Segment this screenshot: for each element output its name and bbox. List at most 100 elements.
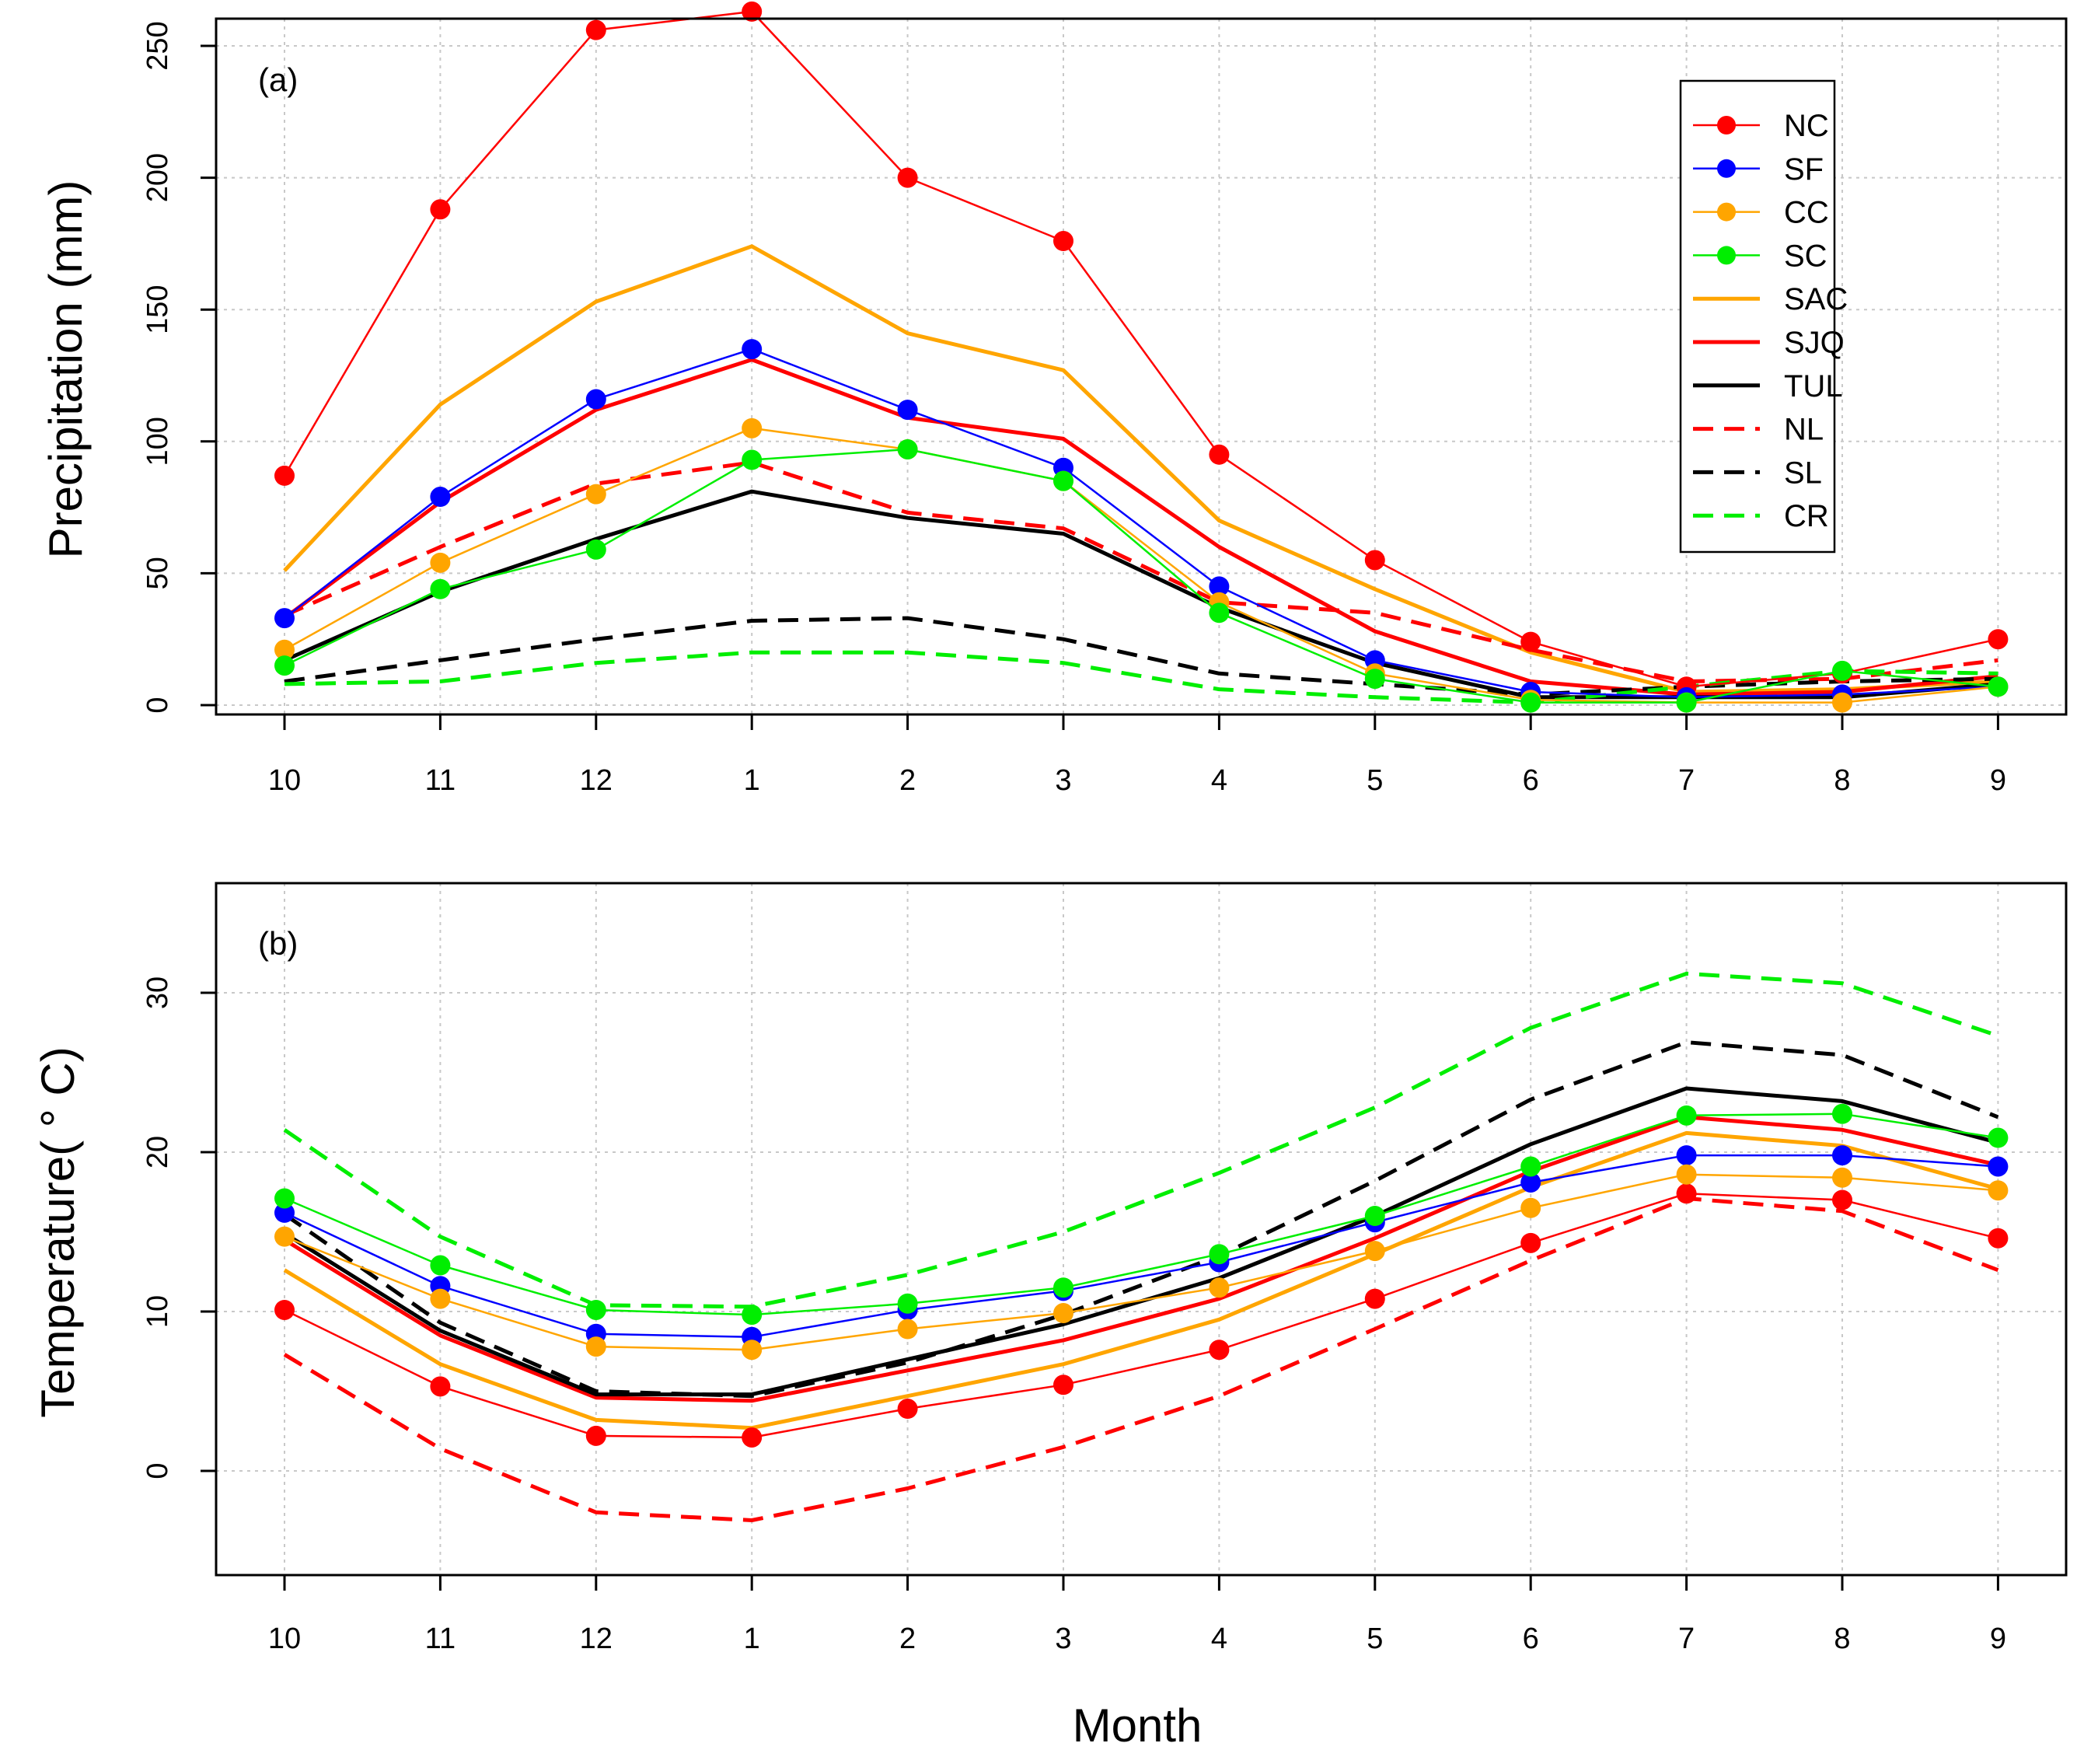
data-point-a-sc-0 [274,655,295,676]
plot-frame-b [215,882,2068,1577]
panel-label-a: (a) [258,61,298,98]
x-axis-a: 10 11 12 1 2 3 4 5 6 7 8 9 [268,714,2006,797]
data-point-a-sc-9 [1676,692,1697,713]
data-point-a-cc-2 [585,484,606,505]
data-point-a-nc-11 [1988,629,2009,650]
x-tick-label-a-2: 12 [580,764,613,797]
data-point-a-sc-8 [1520,692,1541,713]
series-lines-b [274,971,2009,1522]
x-tick-label-a-1: 11 [425,764,456,797]
data-point-a-sf-2 [585,389,606,410]
data-point-b-nc-0 [274,1299,295,1320]
data-point-b-sc-9 [1676,1105,1697,1126]
x-tick-label-b-1: 11 [425,1623,456,1655]
legend-marker-sf [1717,159,1736,178]
data-point-b-cc-5 [1053,1303,1073,1324]
series-line-b-nl [283,1196,1999,1522]
data-point-b-sc-0 [274,1188,295,1209]
data-point-b-cc-11 [1988,1180,2009,1201]
data-point-b-sf-8 [1520,1172,1541,1193]
y-axis-title-b: Temperature( ° C) [32,1046,84,1417]
y-tick-label-a-0: 0 [141,697,174,713]
data-point-a-nc-8 [1520,631,1541,652]
data-point-a-nc-1 [430,199,451,220]
legend-label-cr: CR [1784,499,1829,533]
data-point-b-sc-3 [742,1305,763,1326]
series-line-b-tul [283,1086,1999,1397]
x-tick-label-b-2: 12 [580,1623,613,1655]
data-point-a-sc-2 [585,539,606,560]
series-line-b-cc [284,1173,1998,1351]
legend-label-sf: SF [1784,152,1824,187]
series-line-a-sac [283,244,1998,694]
series-line-b-sc [284,1113,1998,1316]
y-tick-label-b-2: 20 [141,1136,174,1168]
series-line-b-sac [283,1130,1999,1430]
grid-b [216,883,2066,1575]
data-point-b-sc-8 [1520,1156,1541,1177]
series-lines-a [274,1,2009,713]
data-point-b-sf-9 [1676,1145,1697,1166]
x-tick-label-a-11: 9 [1990,764,2006,797]
legend-label-sac: SAC [1784,282,1848,316]
y-tick-label-a-2: 100 [141,417,174,466]
x-tick-label-b-10: 8 [1834,1623,1850,1655]
series-line-a-nl [283,460,1998,683]
data-point-b-cc-6 [1209,1277,1230,1298]
x-tick-label-b-7: 5 [1367,1623,1383,1655]
data-point-b-sf-0 [274,1202,295,1223]
data-point-b-sc-6 [1209,1244,1230,1265]
y-tick-label-a-3: 150 [141,285,174,334]
series-line-b-nc [284,1193,1998,1439]
data-point-a-sc-6 [1209,603,1230,624]
legend-label-sc: SC [1784,239,1827,273]
data-point-b-sc-11 [1988,1127,2009,1148]
x-tick-label-a-10: 8 [1834,764,1850,797]
y-axis-b: 0 10 20 30 [141,976,216,1479]
data-point-b-sc-5 [1053,1277,1073,1298]
series-line-b-sjq [283,1115,1998,1403]
x-tick-label-b-6: 4 [1211,1623,1227,1655]
legend-marker-sc [1717,246,1736,265]
legend-label-nc: NC [1784,109,1829,143]
y-tick-label-a-4: 200 [141,153,174,202]
data-point-a-nc-3 [742,1,763,22]
x-tick-label-b-3: 1 [744,1623,760,1655]
data-point-b-cc-1 [430,1288,451,1309]
data-point-b-sc-4 [897,1293,918,1314]
x-tick-label-a-4: 2 [899,764,916,797]
data-point-a-sf-3 [742,339,763,360]
y-axis-a: 0 50 100 150 200 250 [141,21,216,714]
x-tick-label-a-8: 6 [1523,764,1539,797]
legend-marker-nc [1717,116,1736,134]
y-tick-label-b-3: 30 [141,976,174,1009]
data-point-a-cc-0 [274,639,295,660]
data-point-b-nc-1 [430,1376,451,1397]
legend-label-tul: TUL [1784,369,1843,403]
data-point-b-sf-10 [1832,1145,1852,1166]
data-point-b-cc-8 [1520,1197,1541,1218]
y-tick-label-a-1: 50 [141,557,174,589]
legend-label-sjq: SJQ [1784,326,1845,360]
plot-frame-a [215,17,2068,716]
data-point-a-nc-0 [274,465,295,486]
series-line-b-cr [283,971,1999,1309]
x-tick-label-b-8: 6 [1523,1623,1539,1655]
x-tick-label-a-3: 1 [744,764,760,797]
data-point-b-nc-2 [585,1425,606,1446]
data-point-b-cc-7 [1364,1241,1385,1262]
data-point-b-nc-10 [1832,1189,1852,1210]
data-point-a-nc-5 [1053,231,1073,252]
y-axis-title-a: Precipitation (mm) [40,180,92,559]
legend-marker-cc [1717,202,1736,222]
data-point-b-nc-11 [1988,1228,2009,1249]
data-point-a-sc-3 [742,449,763,470]
x-tick-label-a-0: 10 [268,764,301,797]
data-point-b-sc-1 [430,1255,451,1276]
x-tick-label-b-5: 3 [1055,1623,1071,1655]
x-tick-label-a-5: 3 [1055,764,1071,797]
data-point-a-sc-7 [1364,669,1385,690]
data-point-b-cc-9 [1676,1164,1697,1185]
